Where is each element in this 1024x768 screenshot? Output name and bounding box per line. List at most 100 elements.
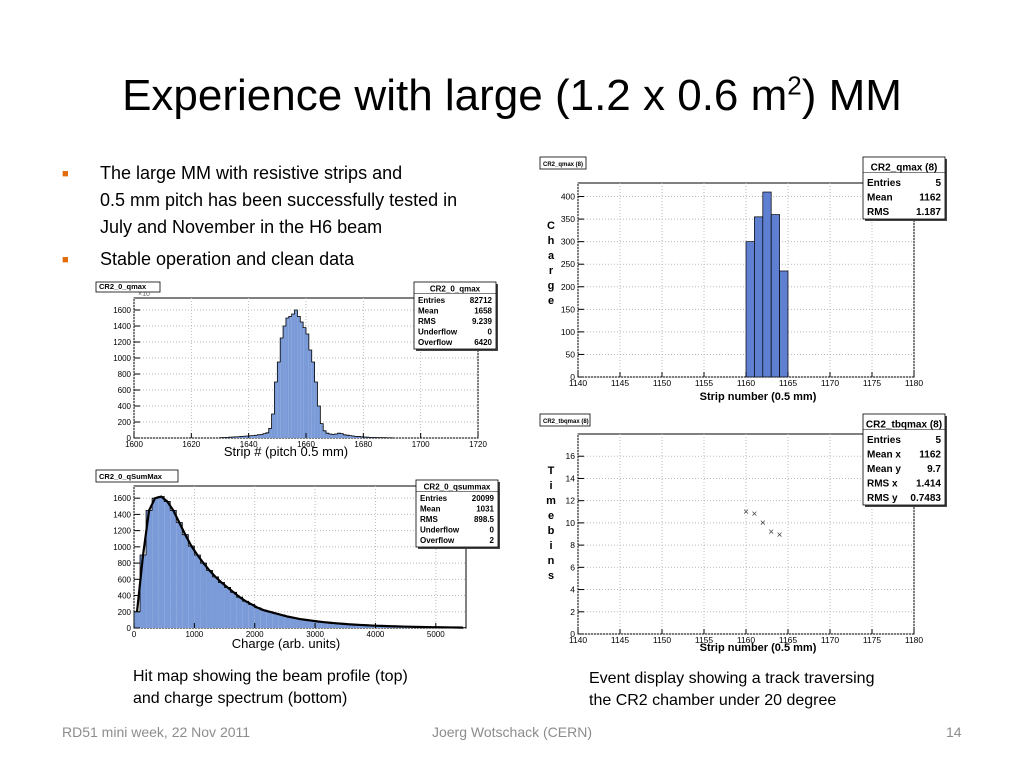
stats-value: 6420 <box>474 338 492 347</box>
y-tick-label: 12 <box>566 496 576 506</box>
histogram-bar <box>360 436 364 438</box>
histogram-bar <box>311 362 315 438</box>
x-tick-label: 1720 <box>469 440 487 449</box>
histogram-bar <box>328 434 332 438</box>
y-axis-label-char: s <box>548 570 554 582</box>
bullet-text: The large MM with resistive strips and 0… <box>100 163 458 237</box>
histogram-bar <box>320 423 324 438</box>
y-axis-label-char: r <box>549 265 554 277</box>
stats-box-title: CR2_tbqmax (8) <box>866 420 942 431</box>
histogram-bar <box>351 624 358 628</box>
y-tick-label: 0 <box>570 372 575 382</box>
y-tick-label: 1200 <box>113 338 131 347</box>
bullet-item: ■ Stable operation and clean data <box>62 246 522 273</box>
stats-value: 82712 <box>470 296 493 305</box>
histogram-bar <box>294 310 298 438</box>
stats-key: RMS y <box>867 493 898 504</box>
stats-key: RMS <box>420 515 438 524</box>
footer-event: RD51 mini week, 22 Nov 2011 <box>62 724 251 740</box>
histogram-bar <box>231 437 235 438</box>
stats-value: 1.414 <box>916 479 941 490</box>
stats-value: 1.187 <box>916 207 941 218</box>
footer-author: Joerg Wotschack (CERN) <box>431 724 592 740</box>
y-tick-label: 400 <box>118 592 132 601</box>
y-tick-label: 1000 <box>113 354 131 363</box>
histogram-bar <box>248 435 252 438</box>
histogram-title: CR2_tbqmax (8) <box>543 419 589 425</box>
title-tail: ) MM <box>801 71 902 120</box>
histogram-bar <box>251 435 255 438</box>
y-tick-label: 250 <box>561 259 575 269</box>
x-tick-label: 1140 <box>569 635 588 645</box>
histogram-title-box <box>95 281 161 293</box>
caption-left: Hit map showing the beam profile (top) a… <box>133 668 408 707</box>
x-tick-label: 1175 <box>863 635 882 645</box>
y-tick-label: 1400 <box>113 510 131 519</box>
stats-key: Overflow <box>420 536 455 545</box>
histogram-bar <box>303 619 310 628</box>
y-tick-label: 1200 <box>113 527 131 536</box>
y-tick-label: 200 <box>118 418 132 427</box>
x-tick-label: 2000 <box>246 630 264 639</box>
y-tick-label: 2 <box>570 607 575 617</box>
x-tick-label: 3000 <box>306 630 324 639</box>
scatter-point: × <box>777 530 783 541</box>
title-main: Experience with large (1.2 x 0.6 m <box>122 71 788 120</box>
stats-value: 1162 <box>919 450 941 461</box>
histogram-bar <box>278 615 285 628</box>
histogram-bar <box>345 624 352 628</box>
histogram-bar <box>242 436 246 438</box>
y-tick-label: 200 <box>118 608 132 617</box>
x-tick-label: 0 <box>132 630 137 639</box>
histogram-bar <box>182 534 189 628</box>
histogram-bar <box>240 436 243 438</box>
x-tick-label: 1170 <box>821 378 840 388</box>
histogram-bar <box>274 382 278 438</box>
x-tick-label: 1140 <box>569 378 588 388</box>
histogram-bar <box>343 434 347 438</box>
histogram-bar <box>296 619 304 628</box>
x-tick-label: 1180 <box>905 378 924 388</box>
histogram-bar <box>317 406 321 438</box>
scatter-point: × <box>743 507 749 518</box>
histogram-bar <box>339 623 346 628</box>
histogram-bar <box>323 430 327 438</box>
x-axis-label: Strip number (0.5 mm) <box>700 642 817 654</box>
y-tick-label: 50 <box>566 349 576 359</box>
y-axis-label-char: i <box>549 540 552 552</box>
histogram-bar <box>152 498 159 628</box>
y-tick-label: 400 <box>118 402 132 411</box>
chart-event-qmax: 1140 1145 1150 1155 1160 1165 1170 1175 1180 0 50 1… <box>539 156 947 403</box>
y-tick-label: 350 <box>561 214 575 224</box>
histogram-bar <box>248 604 255 628</box>
histogram-title-box <box>95 469 179 483</box>
bullet-square-icon: ■ <box>62 254 69 266</box>
y-tick-label: 1600 <box>113 306 131 315</box>
x-tick-label: 1700 <box>412 440 430 449</box>
histogram-bar <box>170 510 177 628</box>
stats-key: Overflow <box>418 338 453 347</box>
y-tick-label: 800 <box>118 559 132 568</box>
stats-key: Underflow <box>418 328 458 337</box>
stats-key: Entries <box>418 296 446 305</box>
histogram-bar <box>271 414 275 438</box>
y-tick-label: 0 <box>570 629 575 639</box>
y-tick-label: 600 <box>118 575 132 584</box>
histogram-bar <box>188 546 195 628</box>
footer-page-number: 14 <box>946 724 962 740</box>
x-tick-label: 4000 <box>367 630 385 639</box>
stats-box <box>415 479 499 548</box>
y-tick-label: 14 <box>566 473 576 483</box>
histogram-bar <box>176 522 183 628</box>
stats-key: Underflow <box>420 526 460 535</box>
stats-key: Mean y <box>867 464 901 475</box>
histogram-bar <box>284 616 291 628</box>
histogram-bar <box>331 434 335 438</box>
histogram-bar <box>283 326 286 438</box>
histogram-bar <box>303 327 306 438</box>
stats-value: 2 <box>490 536 495 545</box>
histogram-bar <box>263 433 266 438</box>
y-tick-label: 800 <box>118 370 132 379</box>
x-tick-label: 1640 <box>240 440 258 449</box>
stats-key: Entries <box>867 435 901 446</box>
